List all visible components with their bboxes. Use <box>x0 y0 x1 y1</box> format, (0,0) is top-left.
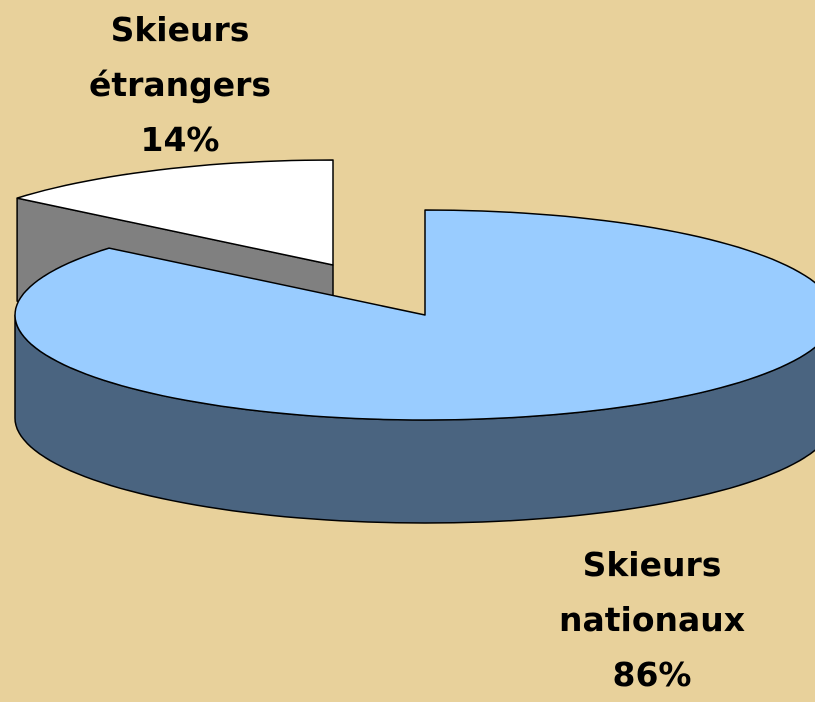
category-label: Skieurs nationaux <box>558 545 746 639</box>
category-label: Skieurs étrangers <box>88 10 272 104</box>
slice <box>16 159 334 266</box>
slice <box>14 209 815 421</box>
value-label: 14% <box>140 120 220 159</box>
slice-label: Skieurs étrangers 14% <box>60 2 300 167</box>
slice-label: Skieurs nationaux 86% <box>532 537 772 702</box>
value-label: 86% <box>612 655 692 694</box>
